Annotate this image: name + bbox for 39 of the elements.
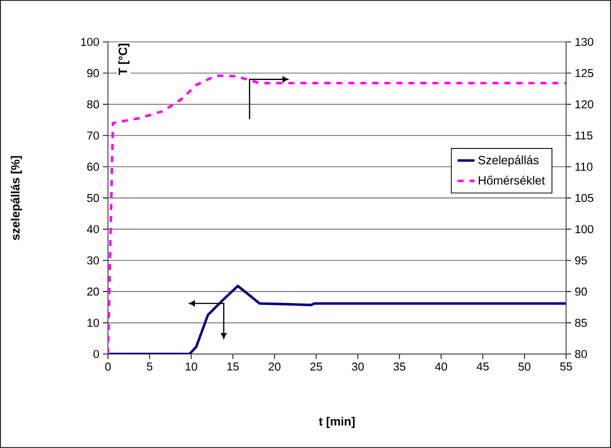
- x-tick-label: 10: [186, 362, 198, 371]
- y-tick-label: 70: [87, 132, 99, 140]
- x-tick-label: 55: [560, 362, 572, 371]
- x-tick-label: 40: [435, 362, 448, 371]
- legend-label: Hőmérséklet: [478, 176, 545, 185]
- y2-tick-label: 125: [575, 69, 594, 78]
- x-tick-label: 45: [476, 362, 489, 371]
- legend-label: Szelepállás: [478, 155, 539, 167]
- x-axis-title: t [min]: [318, 416, 355, 428]
- y2-tick-label: 85: [575, 318, 587, 327]
- x-tick-label: 0: [105, 362, 111, 371]
- y2-tick-label: 130: [575, 38, 594, 46]
- x-tick-label: 50: [518, 362, 530, 371]
- x-tick-label: 30: [352, 362, 364, 371]
- y2-tick-label: 100: [575, 225, 594, 234]
- y2-tick-label: 90: [575, 288, 587, 296]
- y-tick-label: 80: [87, 100, 99, 108]
- y-tick-label: 0: [93, 350, 99, 358]
- y-tick-label: 50: [87, 194, 99, 202]
- y-tick-label: 40: [86, 225, 99, 234]
- y2-tick-label: 105: [575, 194, 594, 202]
- y-tick-label: 10: [88, 318, 99, 327]
- y-tick-label: 60: [87, 162, 99, 171]
- x-tick-label: 5: [146, 362, 152, 371]
- x-tick-label: 15: [227, 362, 239, 371]
- y2-tick-label: 95: [575, 256, 587, 264]
- y-tick-label: 90: [87, 69, 99, 78]
- y2-tick-label: 115: [575, 132, 592, 140]
- y-tick-label: 20: [87, 288, 99, 296]
- x-tick-label: 25: [310, 362, 322, 371]
- y-tick-label: 30: [87, 256, 99, 264]
- y2-tick-label: 80: [575, 350, 587, 358]
- y2-tick-label: 120: [575, 100, 594, 108]
- y-tick-label: 100: [81, 38, 99, 46]
- y-axis-title: szelepállás [%]: [10, 156, 22, 240]
- x-tick-label: 35: [394, 362, 406, 371]
- y2-tick-label: 110: [575, 162, 592, 171]
- x-tick-label: 20: [268, 362, 280, 371]
- annotation: T [°C]: [118, 44, 130, 76]
